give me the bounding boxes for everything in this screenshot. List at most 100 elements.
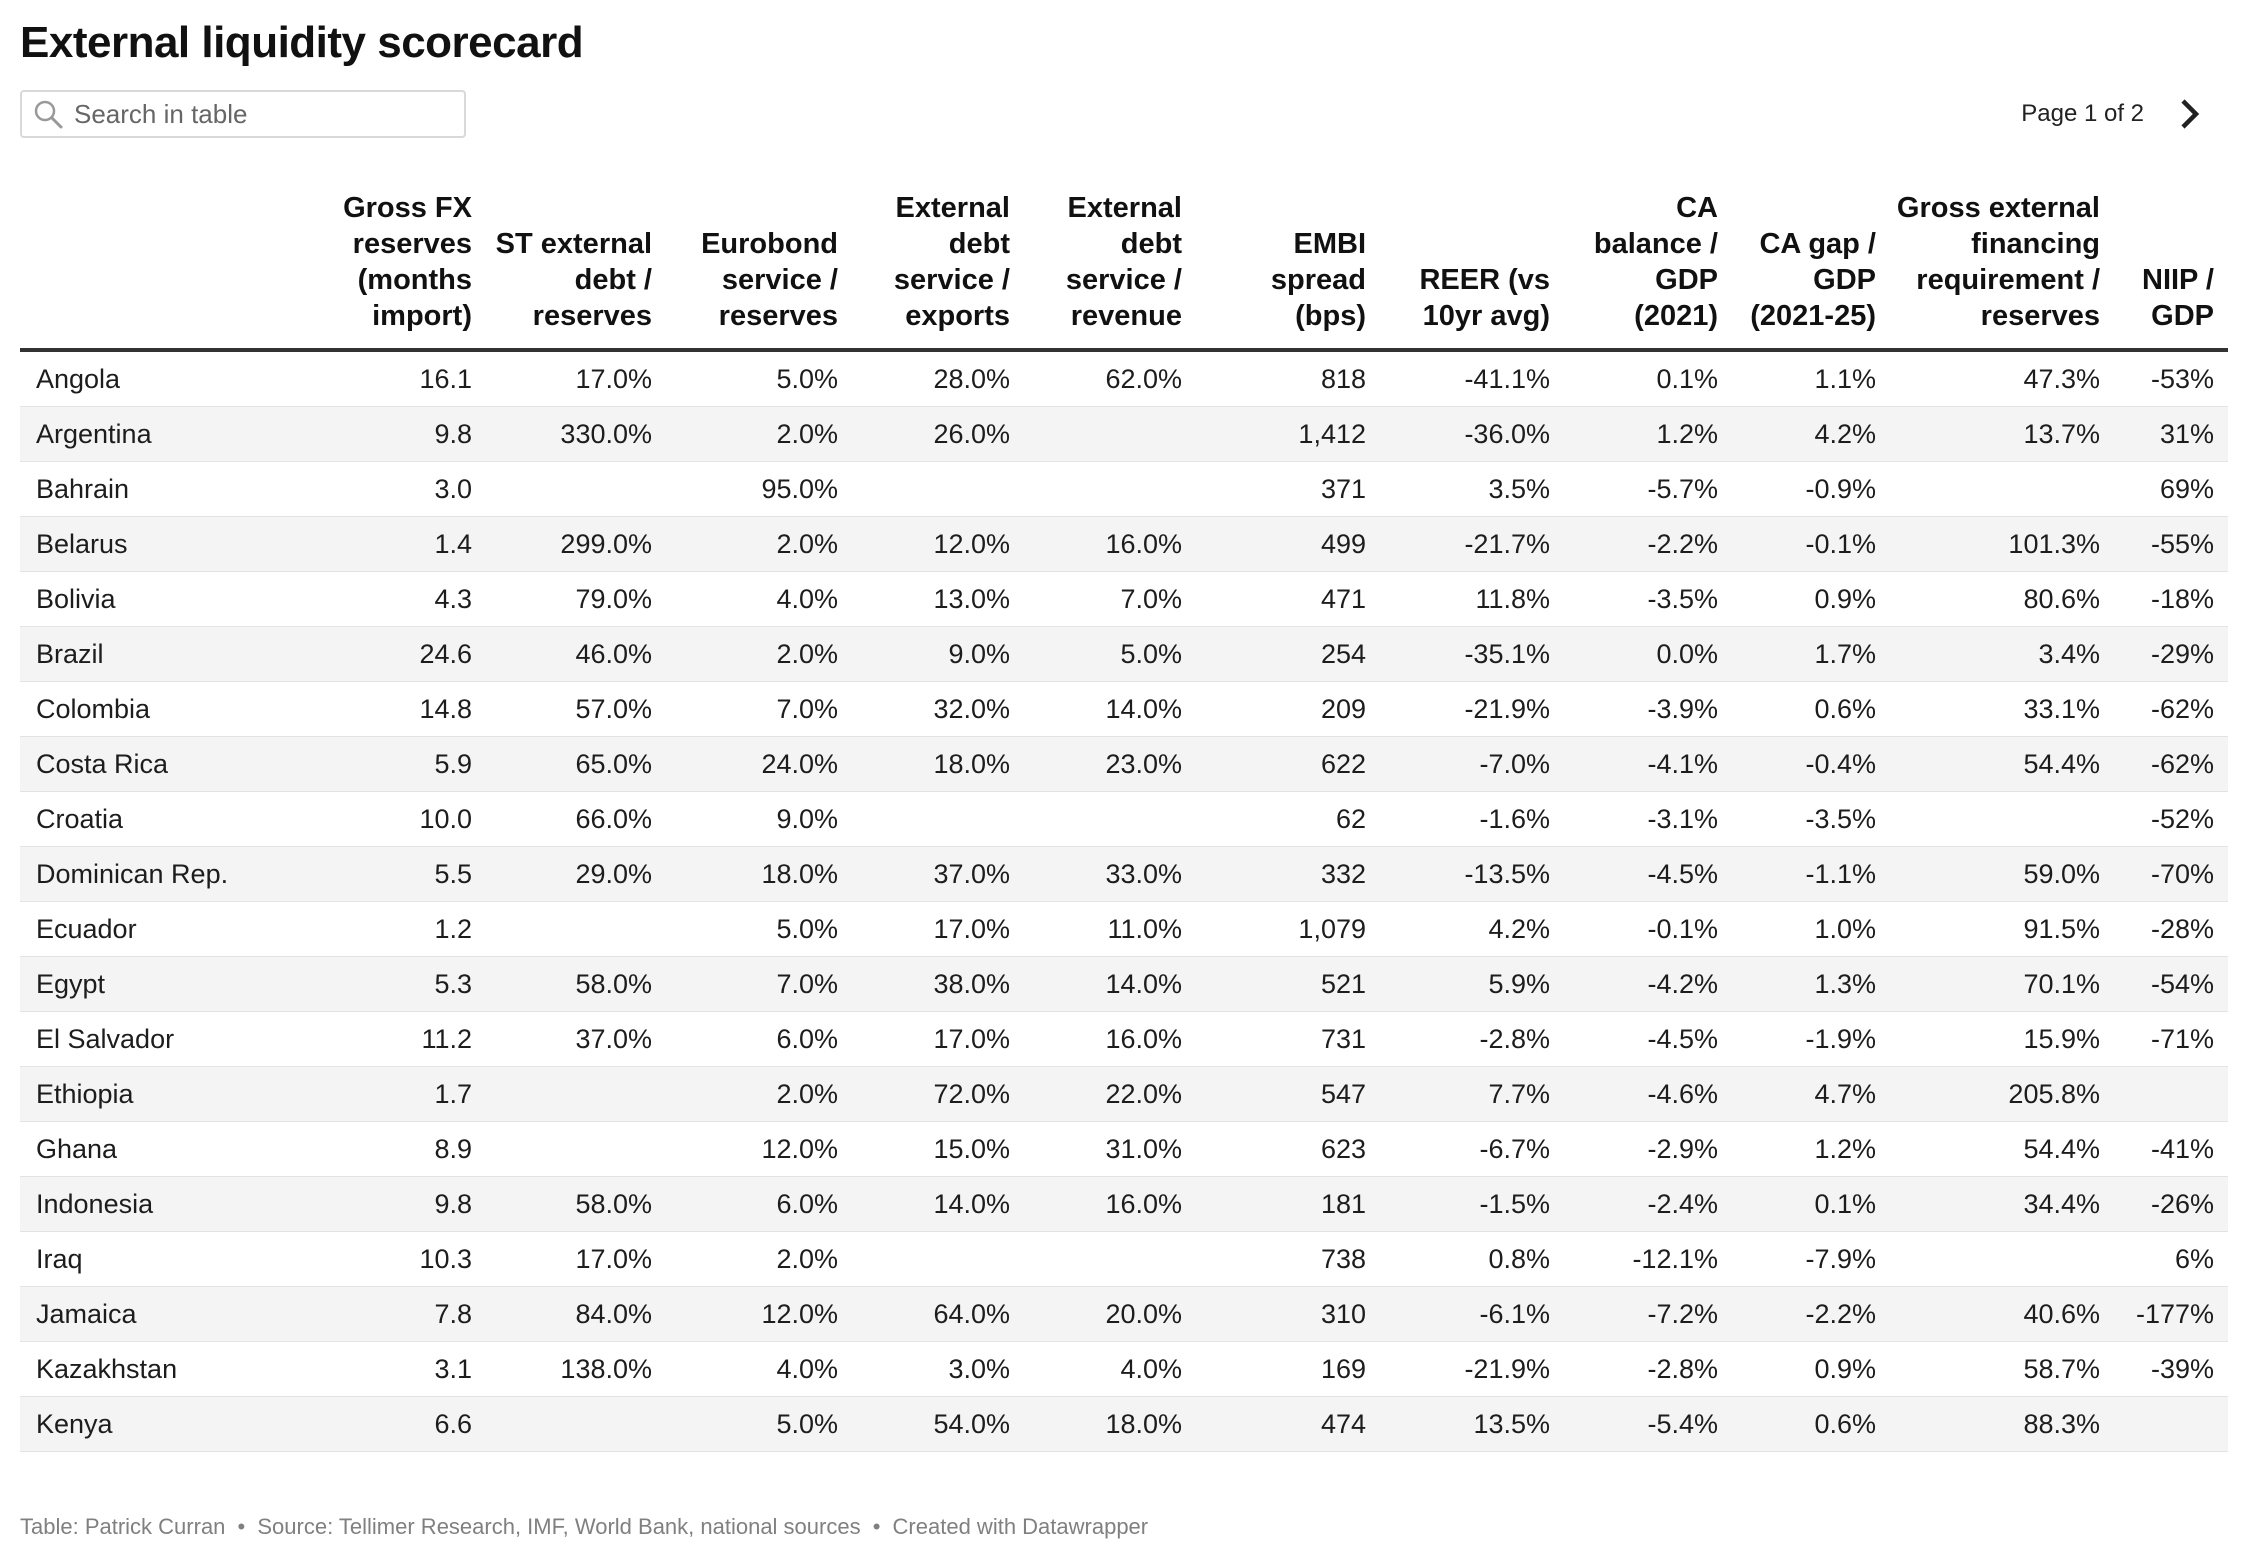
table-cell: -3.1% <box>1564 791 1732 847</box>
column-header[interactable]: External debt service / revenue <box>1024 190 1196 352</box>
table-row: Indonesia 9.8 58.0% 6.0% 14.0% 16.0% 181 -1.5% -… <box>20 1176 2228 1232</box>
table-cell: 28.0% <box>852 350 1024 407</box>
table-row: Ethiopia 1.7 2.0% 72.0% 22.0% 547 7.7% -4.6% 4.7… <box>20 1066 2228 1122</box>
table-cell: 299.0% <box>486 516 666 572</box>
table-cell: 5.3 <box>300 956 486 1012</box>
table-cell: 4.7% <box>1732 1066 1890 1122</box>
table-cell: -4.2% <box>1564 956 1732 1012</box>
table-cell: -39% <box>2114 1341 2228 1397</box>
table-cell: 0.8% <box>1380 1231 1564 1287</box>
column-header[interactable]: REER (vs 10yr avg) <box>1380 190 1564 352</box>
table-cell: 3.5% <box>1380 461 1564 517</box>
table-row: Bahrain 3.0 95.0% 371 3.5% -5.7% -0.9% 69% <box>20 461 2228 517</box>
table-cell: 9.8 <box>300 406 486 462</box>
table-cell: -2.2% <box>1564 516 1732 572</box>
table-cell: 13.0% <box>852 571 1024 627</box>
table-cell: 11.2 <box>300 1011 486 1067</box>
table-cell: 547 <box>1196 1066 1380 1122</box>
table-cell: 2.0% <box>666 626 852 682</box>
table-cell <box>486 1396 666 1452</box>
column-header[interactable]: CA balance / GDP (2021) <box>1564 190 1732 352</box>
table-cell: 18.0% <box>852 736 1024 792</box>
table-cell: 5.5 <box>300 846 486 902</box>
table-cell: 31.0% <box>1024 1121 1196 1177</box>
column-header[interactable]: External debt service / exports <box>852 190 1024 352</box>
table-cell: -70% <box>2114 846 2228 902</box>
table-cell: 7.0% <box>666 681 852 737</box>
table-cell: 15.9% <box>1890 1011 2114 1067</box>
table-row: Dominican Rep. 5.5 29.0% 18.0% 37.0% 33.0% 332… <box>20 846 2228 902</box>
table-cell: 2.0% <box>666 1066 852 1122</box>
table-cell: 330.0% <box>486 406 666 462</box>
table-cell: 4.0% <box>1024 1341 1196 1397</box>
table-cell: 54.4% <box>1890 1121 2114 1177</box>
country-cell: Kazakhstan <box>20 1341 300 1397</box>
column-header[interactable] <box>20 190 300 352</box>
table-cell: 17.0% <box>486 1231 666 1287</box>
table-cell <box>852 1231 1024 1287</box>
search-box[interactable] <box>20 90 466 138</box>
table-cell: 5.9% <box>1380 956 1564 1012</box>
table-row: Croatia 10.0 66.0% 9.0% 62 -1.6% -3.1% -3.5% -52… <box>20 791 2228 847</box>
table-cell: 5.0% <box>666 350 852 407</box>
table-cell: 57.0% <box>486 681 666 737</box>
next-page-button[interactable] <box>2172 94 2208 134</box>
table-cell: 9.0% <box>666 791 852 847</box>
table-cell: 3.0 <box>300 461 486 517</box>
country-cell: Ghana <box>20 1121 300 1177</box>
table-cell: 17.0% <box>852 1011 1024 1067</box>
table-cell: -54% <box>2114 956 2228 1012</box>
table-cell: 12.0% <box>666 1286 852 1342</box>
table-header-row: Gross FX reserves (months import) ST exte… <box>20 190 2228 352</box>
search-icon <box>34 100 63 129</box>
column-header[interactable]: Gross external financing requirement / r… <box>1890 190 2114 352</box>
chevron-right-icon <box>2181 99 2200 129</box>
table-cell: 731 <box>1196 1011 1380 1067</box>
table-cell: -0.1% <box>1564 901 1732 957</box>
table-row: Iraq 10.3 17.0% 2.0% 738 0.8% -12.1% -7.9% 6% <box>20 1231 2228 1287</box>
table-cell: 622 <box>1196 736 1380 792</box>
footer-credit[interactable]: Created with Datawrapper <box>892 1514 1149 1539</box>
column-header[interactable]: ST external debt / reserves <box>486 190 666 352</box>
search-input[interactable] <box>74 98 444 130</box>
table-cell: 29.0% <box>486 846 666 902</box>
table-cell: 4.2% <box>1380 901 1564 957</box>
table-cell: 818 <box>1196 350 1380 407</box>
table-cell: 14.0% <box>1024 956 1196 1012</box>
table-cell: -1.5% <box>1380 1176 1564 1232</box>
table-cell: 6.0% <box>666 1176 852 1232</box>
table-cell: -7.0% <box>1380 736 1564 792</box>
table-cell: 34.4% <box>1890 1176 2114 1232</box>
page-title: External liquidity scorecard <box>20 18 584 67</box>
table-cell: 11.0% <box>1024 901 1196 957</box>
column-header[interactable]: EMBI spread (bps) <box>1196 190 1380 352</box>
table-cell: 4.0% <box>666 1341 852 1397</box>
table-cell: 0.0% <box>1564 626 1732 682</box>
table-cell: -2.4% <box>1564 1176 1732 1232</box>
table-cell: 8.9 <box>300 1121 486 1177</box>
country-cell: Ethiopia <box>20 1066 300 1122</box>
table-cell: 80.6% <box>1890 571 2114 627</box>
table-cell: -21.7% <box>1380 516 1564 572</box>
table-cell <box>1024 791 1196 847</box>
table-cell: 10.0 <box>300 791 486 847</box>
country-cell: Colombia <box>20 681 300 737</box>
column-header[interactable]: Eurobond service / reserves <box>666 190 852 352</box>
table-cell: -0.1% <box>1732 516 1890 572</box>
table-cell: 46.0% <box>486 626 666 682</box>
country-cell: Jamaica <box>20 1286 300 1342</box>
table-cell: 70.1% <box>1890 956 2114 1012</box>
table-cell: 10.3 <box>300 1231 486 1287</box>
table-cell: 15.0% <box>852 1121 1024 1177</box>
table-cell: 66.0% <box>486 791 666 847</box>
column-header[interactable]: CA gap / GDP (2021-25) <box>1732 190 1890 352</box>
table-cell: 23.0% <box>1024 736 1196 792</box>
table-row: Ecuador 1.2 5.0% 17.0% 11.0% 1,079 4.2% -0.1% 1.… <box>20 901 2228 957</box>
table-cell: 0.6% <box>1732 1396 1890 1452</box>
table-cell: 65.0% <box>486 736 666 792</box>
table-cell: 1,079 <box>1196 901 1380 957</box>
table-cell: -18% <box>2114 571 2228 627</box>
column-header[interactable]: Gross FX reserves (months import) <box>300 190 486 352</box>
table-cell: 32.0% <box>852 681 1024 737</box>
column-header[interactable]: NIIP / GDP <box>2114 190 2228 352</box>
